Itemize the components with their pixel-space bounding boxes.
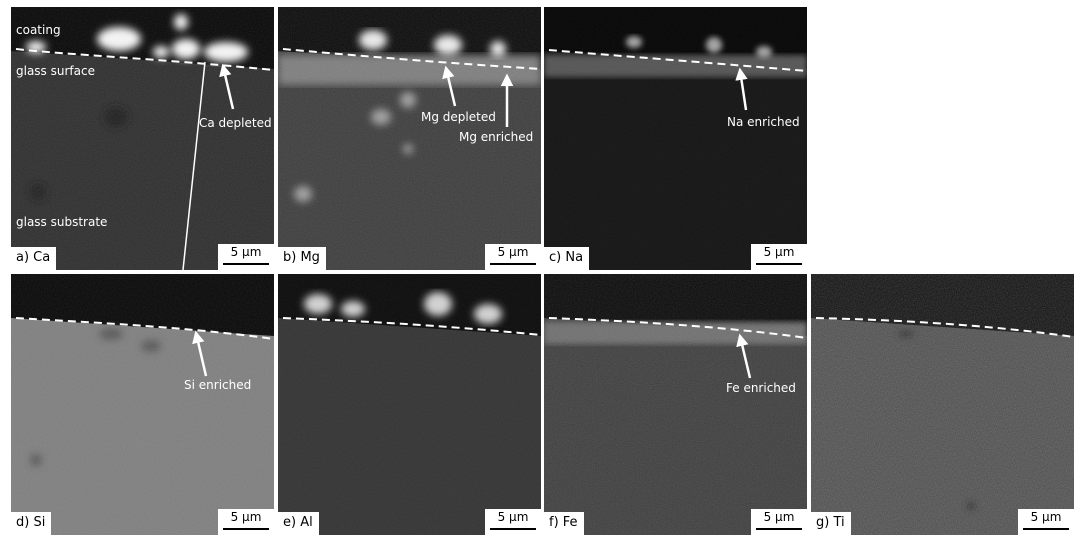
scale-bar-label: 5 µm xyxy=(1030,510,1062,524)
scale-bar xyxy=(1023,528,1069,530)
na-enriched-label: Na enriched xyxy=(727,115,800,129)
mg-enriched-label: Mg enriched xyxy=(459,130,534,144)
panel-ti: g) Ti 5 µm xyxy=(811,274,1074,535)
scale-bar-box: 5 µm xyxy=(1018,509,1074,535)
panel-al: e) Al 5 µm xyxy=(278,274,541,535)
scale-bar-box: 5 µm xyxy=(218,244,274,270)
na-map-image xyxy=(544,7,807,270)
scale-bar-label: 5 µm xyxy=(497,510,529,524)
panel-na: c) Na 5 µm xyxy=(544,7,807,270)
panel-si: d) Si 5 µm xyxy=(11,274,274,535)
si-enriched-label: Si enriched xyxy=(184,378,252,392)
panel-label: d) Si xyxy=(11,512,52,535)
panel-label: a) Ca xyxy=(11,247,57,270)
panel-label: g) Ti xyxy=(811,512,851,535)
scale-bar-box: 5 µm xyxy=(485,509,541,535)
scale-bar xyxy=(223,528,269,530)
mg-depleted-label: Mg depleted xyxy=(421,110,496,124)
glass-substrate-label: glass substrate xyxy=(16,215,108,229)
scale-bar-box: 5 µm xyxy=(751,244,807,270)
panel-label: c) Na xyxy=(544,247,590,270)
scale-bar-label: 5 µm xyxy=(763,245,795,259)
ti-map-image xyxy=(811,274,1074,535)
ca-map-image xyxy=(11,7,274,270)
scale-bar-box: 5 µm xyxy=(218,509,274,535)
scale-bar xyxy=(756,263,802,265)
scale-bar-label: 5 µm xyxy=(230,245,262,259)
si-map-image xyxy=(11,274,274,535)
scale-bar-box: 5 µm xyxy=(751,509,807,535)
scale-bar xyxy=(490,263,536,265)
panel-label: f) Fe xyxy=(544,512,584,535)
panel-label: e) Al xyxy=(278,512,319,535)
panel-fe: f) Fe 5 µm xyxy=(544,274,807,535)
fe-map-image xyxy=(544,274,807,535)
scale-bar xyxy=(223,263,269,265)
al-map-image xyxy=(278,274,541,535)
panel-label: b) Mg xyxy=(278,247,326,270)
glass-surface-label: glass surface xyxy=(16,64,95,78)
scale-bar-box: 5 µm xyxy=(485,244,541,270)
scale-bar-label: 5 µm xyxy=(497,245,529,259)
scale-bar-label: 5 µm xyxy=(230,510,262,524)
scale-bar xyxy=(756,528,802,530)
scale-bar-label: 5 µm xyxy=(763,510,795,524)
fe-enriched-label: Fe enriched xyxy=(726,381,796,395)
ca-depleted-label: Ca depleted xyxy=(199,116,272,130)
panel-ca: a) Ca 5 µm xyxy=(11,7,274,270)
coating-label: coating xyxy=(16,23,61,37)
scale-bar xyxy=(490,528,536,530)
